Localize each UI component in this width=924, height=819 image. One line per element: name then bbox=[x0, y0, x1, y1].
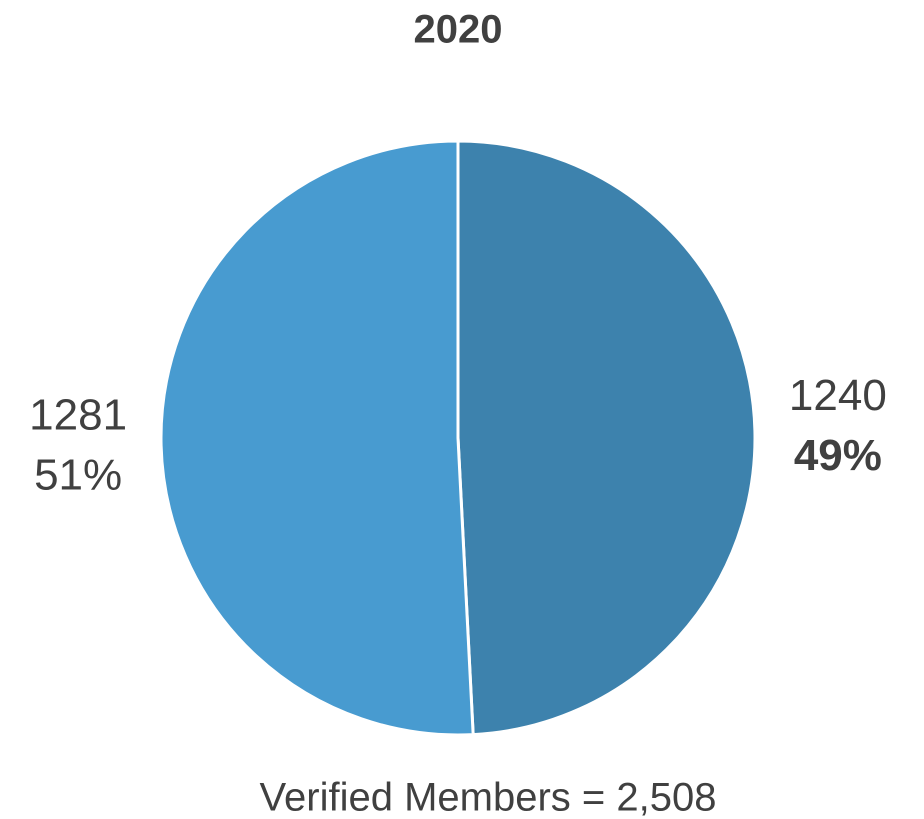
value-label: 1240 bbox=[789, 371, 887, 420]
value-label: 1281 bbox=[29, 390, 127, 439]
chart-note: Verified Members = 2,508 bbox=[260, 776, 717, 819]
percentage-label: 49% bbox=[794, 431, 882, 480]
pie-slice bbox=[159, 139, 475, 737]
chart-title: 2020 bbox=[414, 8, 503, 52]
percentage-label: 51% bbox=[34, 450, 122, 499]
pie-slice bbox=[456, 139, 757, 737]
